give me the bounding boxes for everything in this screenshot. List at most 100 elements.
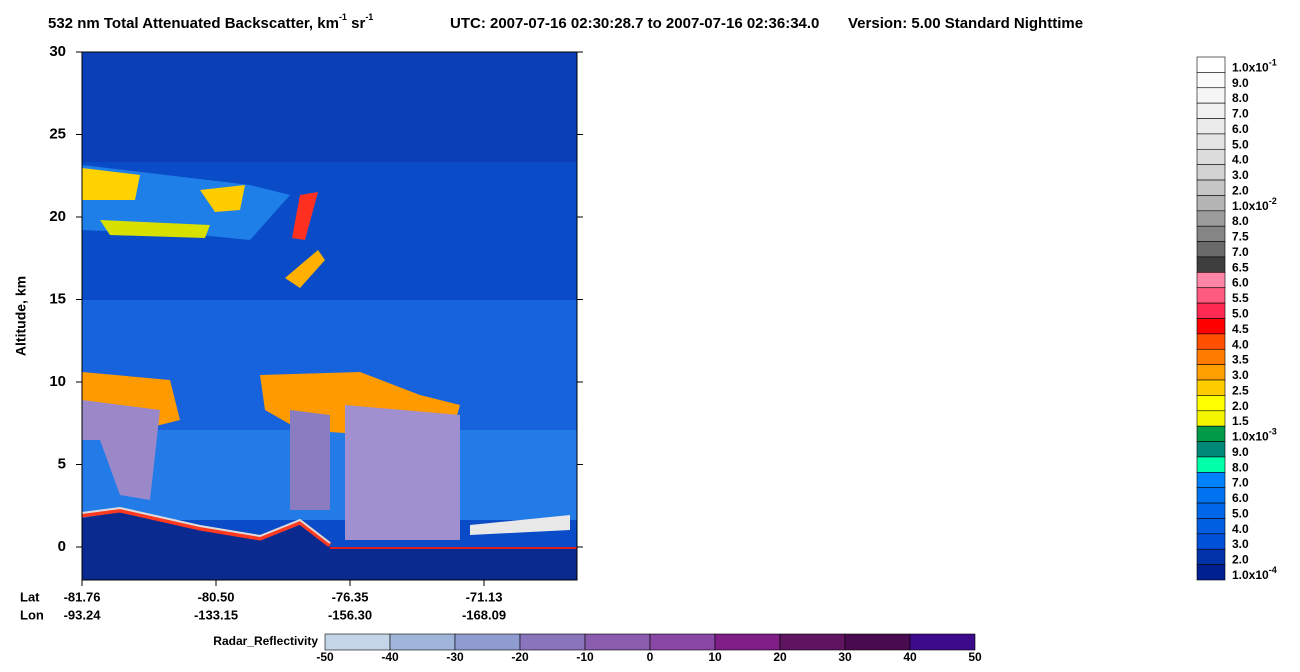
- colorbar-label-text: 8.0: [1232, 460, 1249, 474]
- colorbar-box: [1196, 225, 1226, 242]
- colorbar-box: [1196, 410, 1226, 427]
- colorbar-label: 6.0: [1232, 276, 1249, 290]
- title-version: Version: 5.00 Standard Nighttime: [848, 15, 1083, 32]
- colorbar-label: 9.0: [1232, 445, 1249, 459]
- colorbar-box: [1196, 533, 1226, 550]
- colorbar-label-text: 1.0x10: [1232, 61, 1269, 75]
- colorbar-box: [1196, 318, 1226, 335]
- colorbar-label: 4.0: [1232, 522, 1249, 536]
- colorbar-label: 1.5: [1232, 414, 1249, 428]
- layer: [100, 220, 210, 238]
- colorbar-box: [1196, 102, 1226, 119]
- colorbar-label: 6.0: [1232, 491, 1249, 505]
- colorbar-label-text: 5.5: [1232, 291, 1249, 305]
- radar-tick-label: -10: [576, 650, 594, 664]
- colorbar-box: [1196, 56, 1226, 73]
- x-tick-label: -93.24: [64, 607, 102, 622]
- colorbar-box: [1196, 302, 1226, 319]
- colorbar-box: [1196, 348, 1226, 365]
- colorbar-label: 2.0: [1232, 553, 1249, 567]
- radar-colorbar-box: [844, 633, 911, 651]
- radar-colorbar-box: [909, 633, 976, 651]
- radar-tick-label: -40: [381, 650, 399, 664]
- colorbar-label: 3.5: [1232, 353, 1249, 367]
- colorbar-label: 5.0: [1232, 507, 1249, 521]
- x-tick-label: -80.50: [198, 589, 235, 604]
- title-time: UTC: 2007-07-16 02:30:28.7 to 2007-07-16…: [450, 15, 819, 32]
- colorbar-label: 7.0: [1232, 476, 1249, 490]
- radar-colorbar-box: [454, 633, 521, 651]
- colorbar-label-text: 8.0: [1232, 91, 1249, 105]
- surface: [82, 512, 330, 580]
- radar-tick-label: -30: [446, 650, 464, 664]
- colorbar-label: 3.0: [1232, 537, 1249, 551]
- colorbar-label-text: 4.5: [1232, 322, 1249, 336]
- colorbar-box: [1196, 241, 1226, 258]
- colorbar-label-text: 3.0: [1232, 168, 1249, 182]
- colorbar-label: 6.5: [1232, 261, 1249, 275]
- title-sup: -1: [365, 12, 373, 22]
- colorbar-box: [1196, 195, 1226, 212]
- colorbar-box: [1196, 395, 1226, 412]
- colorbar-label-sup: -2: [1269, 196, 1277, 206]
- background: [82, 52, 577, 162]
- colorbar-box: [1196, 272, 1226, 289]
- colorbar-box: [1196, 164, 1226, 181]
- colorbar-label: 7.0: [1232, 245, 1249, 259]
- y-tick-label: 5: [58, 455, 66, 472]
- x-row-label: Lat: [20, 589, 40, 604]
- colorbar-label-text: 3.0: [1232, 537, 1249, 551]
- colorbar-label-text: 2.0: [1232, 184, 1249, 198]
- radar-colorbar-box: [649, 633, 716, 651]
- colorbar-label-sup: -4: [1269, 565, 1277, 575]
- colorbar-label-text: 2.0: [1232, 553, 1249, 567]
- colorbar-label-text: 8.0: [1232, 214, 1249, 228]
- radar-colorbar-box: [389, 633, 456, 651]
- colorbar-label: 2.0: [1232, 399, 1249, 413]
- curtain: [81, 52, 577, 580]
- x-tick-label: -71.13: [466, 589, 503, 604]
- radar: [345, 405, 460, 540]
- title-text: 532 nm Total Attenuated Backscatter, km: [48, 15, 339, 32]
- title-text: sr: [347, 15, 366, 32]
- radar-colorbar-box: [324, 633, 391, 651]
- colorbar-label-text: 2.5: [1232, 384, 1249, 398]
- radar-colorbar-box: [584, 633, 651, 651]
- y-axis-label: Altitude, km: [13, 276, 29, 356]
- colorbar-box: [1196, 564, 1226, 581]
- colorbar-label-text: 6.0: [1232, 122, 1249, 136]
- colorbar-label-text: 3.5: [1232, 353, 1249, 367]
- colorbar-label-text: 4.0: [1232, 337, 1249, 351]
- colorbar-box: [1196, 472, 1226, 489]
- colorbar-label: 2.0: [1232, 184, 1249, 198]
- y-tick-label: 20: [49, 208, 66, 225]
- colorbar-label-sup: -3: [1269, 427, 1277, 437]
- colorbar-label: 1.0x10-4: [1232, 565, 1277, 582]
- x-tick-label: -168.09: [462, 607, 506, 622]
- surface: [330, 548, 577, 580]
- colorbar-label-text: 2.0: [1232, 399, 1249, 413]
- colorbar-label: 3.0: [1232, 368, 1249, 382]
- colorbar-label: 4.5: [1232, 322, 1249, 336]
- colorbar-label-text: 5.0: [1232, 307, 1249, 321]
- plot-frame: [81, 51, 578, 581]
- colorbar-box: [1196, 256, 1226, 273]
- x-tick-label: -81.76: [64, 589, 101, 604]
- surface-return: [470, 515, 570, 535]
- radar-tick-label: 50: [968, 650, 982, 664]
- colorbar-label-text: 6.5: [1232, 261, 1249, 275]
- colorbar-label-text: 6.0: [1232, 491, 1249, 505]
- layer: [82, 168, 140, 200]
- colorbar-label-text: 9.0: [1232, 76, 1249, 90]
- y-tick-label: 0: [58, 538, 66, 555]
- colorbar-box: [1196, 518, 1226, 535]
- colorbar-label: 8.0: [1232, 460, 1249, 474]
- x-row-label: Lon: [20, 607, 44, 622]
- layer: [292, 192, 318, 240]
- y-tick-label: 25: [49, 125, 66, 142]
- colorbar-label: 4.0: [1232, 337, 1249, 351]
- colorbar-box: [1196, 179, 1226, 196]
- colorbar-box: [1196, 72, 1226, 89]
- colorbar-label-text: 5.0: [1232, 137, 1249, 151]
- surface-return: [81, 507, 332, 547]
